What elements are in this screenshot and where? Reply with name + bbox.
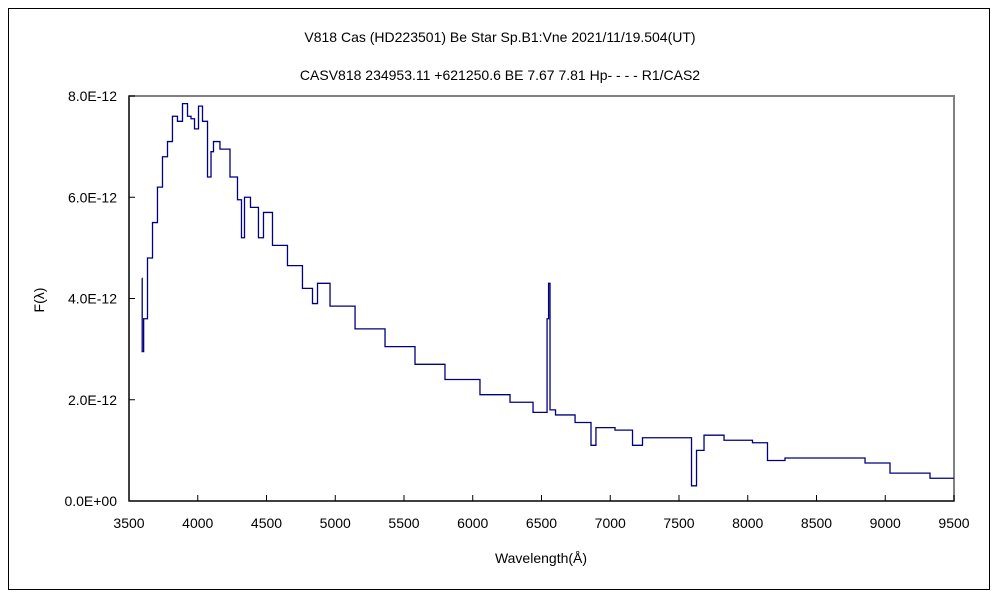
x-tick-label: 8000 bbox=[732, 515, 763, 531]
chart-frame bbox=[8, 8, 990, 590]
chart-title: V818 Cas (HD223501) Be Star Sp.B1:Vne 20… bbox=[304, 29, 695, 45]
y-axis-label: F(λ) bbox=[31, 288, 47, 313]
x-tick-label: 4000 bbox=[182, 515, 213, 531]
x-tick-label: 6000 bbox=[457, 515, 488, 531]
chart-subtitle: CASV818 234953.11 +621250.6 BE 7.67 7.81… bbox=[300, 67, 700, 83]
x-tick-label: 3500 bbox=[113, 515, 144, 531]
spectrum-line bbox=[141, 102, 954, 487]
y-tick-label: 6.0E-12 bbox=[68, 189, 117, 205]
y-tick-label: 0.0E+00 bbox=[64, 493, 117, 509]
x-tick-label: 7000 bbox=[595, 515, 626, 531]
x-axis-label: Wavelength(Å) bbox=[495, 550, 587, 566]
y-tick-label: 8.0E-12 bbox=[68, 88, 117, 104]
plot-area bbox=[128, 95, 955, 502]
x-tick-label: 4500 bbox=[251, 515, 282, 531]
x-tick-label: 5500 bbox=[388, 515, 419, 531]
x-tick-label: 9500 bbox=[938, 515, 969, 531]
x-tick-label: 9000 bbox=[870, 515, 901, 531]
x-tick-label: 6500 bbox=[526, 515, 557, 531]
y-tick-label: 4.0E-12 bbox=[68, 291, 117, 307]
x-tick-label: 5000 bbox=[320, 515, 351, 531]
x-tick-label: 8500 bbox=[801, 515, 832, 531]
y-tick-label: 2.0E-12 bbox=[68, 392, 117, 408]
x-tick-label: 7500 bbox=[663, 515, 694, 531]
